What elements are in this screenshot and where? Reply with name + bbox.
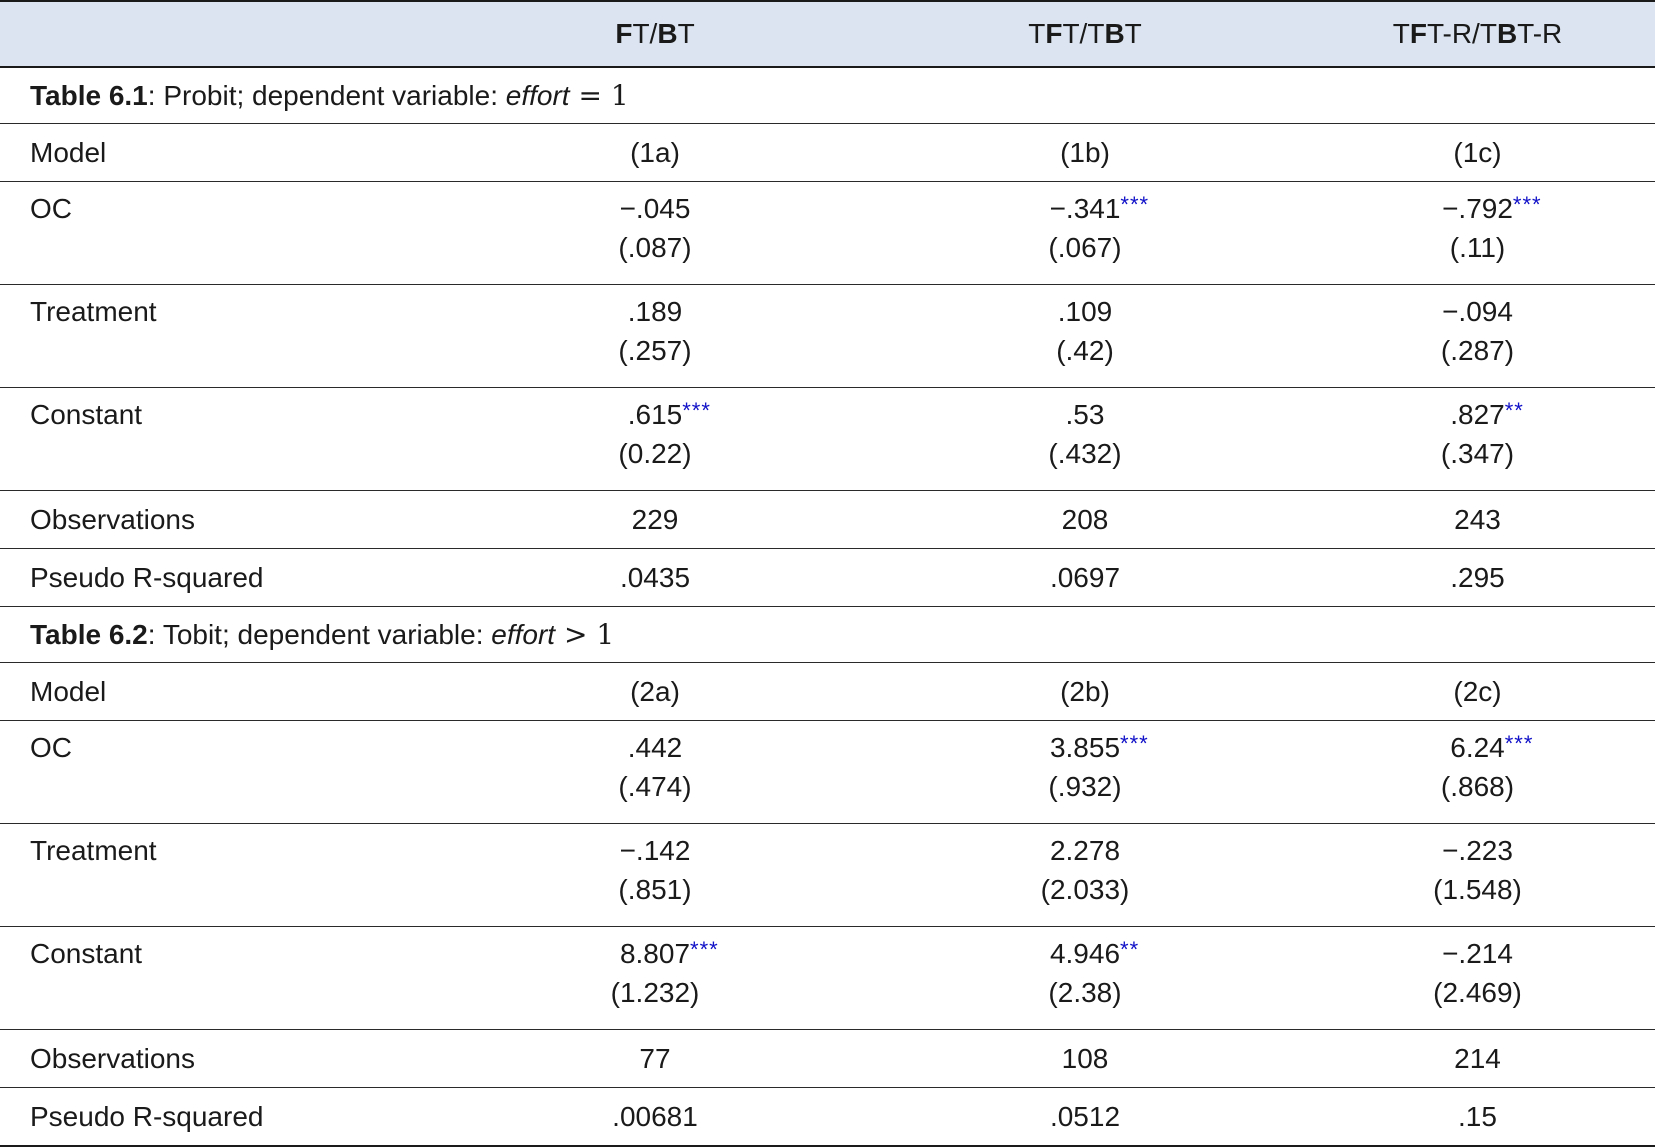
observations-value: 108 [870, 1029, 1300, 1088]
standard-error: (1.232) [610, 977, 700, 1008]
table-row: OC .442 (.474) 3.855 *** (.932) 6.24 *** (.86… [0, 720, 1655, 824]
observations-value: 229 [440, 490, 870, 549]
section-title-probit: Table 6.1: Probit; dependent variable: e… [0, 67, 1655, 124]
pseudo-r-squared-value: .0512 [870, 1087, 1300, 1147]
standard-error: (.932) [1048, 771, 1122, 802]
standard-error: (.432) [1048, 438, 1122, 469]
model-number: (2b) [870, 662, 1300, 721]
coefficient-cell: .53 (.432) [870, 387, 1300, 491]
observations-value: 214 [1300, 1029, 1655, 1088]
row-label: Model [0, 662, 440, 721]
pseudo-r-squared-value: .0697 [870, 548, 1300, 607]
section-title-row: Table 6.2: Tobit; dependent variable: ef… [0, 606, 1655, 663]
coefficient-cell: .615 *** (0.22) [440, 387, 870, 491]
coefficient-cell: .827 ** (.347) [1300, 387, 1655, 491]
table-row: Model (1a) (1b) (1c) [0, 123, 1655, 182]
coefficient-cell: −.792 *** (.11) [1300, 181, 1655, 285]
standard-error: (.067) [1048, 232, 1122, 263]
coefficient-cell: 8.807 *** (1.232) [440, 926, 870, 1030]
coefficient-cell: −.214 (2.469) [1300, 926, 1655, 1030]
table-row: Observations 77 108 214 [0, 1029, 1655, 1088]
table-row: Constant 8.807 *** (1.232) 4.946 ** (2.38) −… [0, 926, 1655, 1030]
row-label: Constant [0, 926, 440, 1030]
standard-error: (0.22) [618, 438, 692, 469]
section-title-tobit: Table 6.2: Tobit; dependent variable: ef… [0, 606, 1655, 663]
coefficient-cell: .189 (.257) [440, 284, 870, 388]
significance-stars: ** [1504, 398, 1524, 423]
column-header-ft-bt: FT/BT [440, 0, 870, 68]
model-number: (1b) [870, 123, 1300, 182]
pseudo-r-squared-value: .0435 [440, 548, 870, 607]
coefficient-cell: 3.855 *** (.932) [870, 720, 1300, 824]
standard-error: (.11) [1449, 232, 1506, 263]
coefficient-cell: −.223 (1.548) [1300, 823, 1655, 927]
significance-stars: ** [1120, 937, 1140, 962]
standard-error: (2.469) [1433, 977, 1522, 1008]
table-row: Pseudo R-squared .0435 .0697 .295 [0, 548, 1655, 607]
coefficient-cell: −.341 *** (.067) [870, 181, 1300, 285]
standard-error: (1.548) [1433, 874, 1522, 905]
coefficient-cell: −.142 (.851) [440, 823, 870, 927]
coefficient-cell: .442 (.474) [440, 720, 870, 824]
significance-stars: *** [690, 937, 719, 962]
model-number: (2c) [1300, 662, 1655, 721]
standard-error: (2.38) [1048, 977, 1122, 1008]
row-label: Observations [0, 490, 440, 549]
standard-error: (.851) [618, 874, 692, 905]
column-header-tft-r-tbt-r: TFT-R/TBT-R [1300, 0, 1655, 68]
standard-error: (.287) [1440, 335, 1515, 366]
model-number: (1c) [1300, 123, 1655, 182]
coefficient-cell: 6.24 *** (.868) [1300, 720, 1655, 824]
row-label: OC [0, 720, 440, 824]
table-row: Model (2a) (2b) (2c) [0, 662, 1655, 721]
table-row: Treatment −.142 (.851) 2.278 (2.033) −.223… [0, 823, 1655, 927]
column-header-row: FT/BT TFT/TBT TFT-R/TBT-R [0, 0, 1655, 68]
significance-stars: *** [1504, 731, 1534, 756]
significance-stars: *** [1120, 731, 1149, 756]
section-title-row: Table 6.1: Probit; dependent variable: e… [0, 67, 1655, 124]
pseudo-r-squared-value: .15 [1300, 1087, 1655, 1147]
coefficient-cell: .109 (.42) [870, 284, 1300, 388]
row-label: Treatment [0, 823, 440, 927]
standard-error: (.347) [1440, 438, 1515, 469]
standard-error: (.257) [618, 335, 692, 366]
standard-error: (.42) [1056, 335, 1114, 366]
row-label: Pseudo R-squared [0, 548, 440, 607]
significance-stars: *** [1512, 192, 1542, 217]
coefficient-cell: −.045 (.087) [440, 181, 870, 285]
standard-error: (2.033) [1040, 874, 1130, 905]
standard-error: (.474) [618, 771, 692, 802]
row-label: Constant [0, 387, 440, 491]
row-label: Model [0, 123, 440, 182]
row-label: OC [0, 181, 440, 285]
model-number: (1a) [440, 123, 870, 182]
observations-value: 243 [1300, 490, 1655, 549]
significance-stars: *** [1120, 192, 1150, 217]
standard-error: (.087) [618, 232, 692, 263]
pseudo-r-squared-value: .00681 [440, 1087, 870, 1147]
model-number: (2a) [440, 662, 870, 721]
column-header-tft-tbt: TFT/TBT [870, 0, 1300, 68]
standard-error: (.868) [1440, 771, 1515, 802]
pseudo-r-squared-value: .295 [1300, 548, 1655, 607]
coefficient-cell: 4.946 ** (2.38) [870, 926, 1300, 1030]
table-row: Observations 229 208 243 [0, 490, 1655, 549]
table-row: Constant .615 *** (0.22) .53 (.432) .827 **(… [0, 387, 1655, 491]
row-label: Pseudo R-squared [0, 1087, 440, 1147]
coefficient-cell: −.094 (.287) [1300, 284, 1655, 388]
table-row: OC −.045 (.087) −.341 *** (.067) −.792 *** (.… [0, 181, 1655, 285]
header-empty-cell [0, 0, 440, 68]
table-row: Treatment .189 (.257) .109 (.42) −.094 (.28… [0, 284, 1655, 388]
row-label: Treatment [0, 284, 440, 388]
table-row: Pseudo R-squared .00681 .0512 .15 [0, 1087, 1655, 1147]
significance-stars: *** [682, 398, 711, 423]
coefficient-cell: 2.278 (2.033) [870, 823, 1300, 927]
observations-value: 77 [440, 1029, 870, 1088]
observations-value: 208 [870, 490, 1300, 549]
row-label: Observations [0, 1029, 440, 1088]
